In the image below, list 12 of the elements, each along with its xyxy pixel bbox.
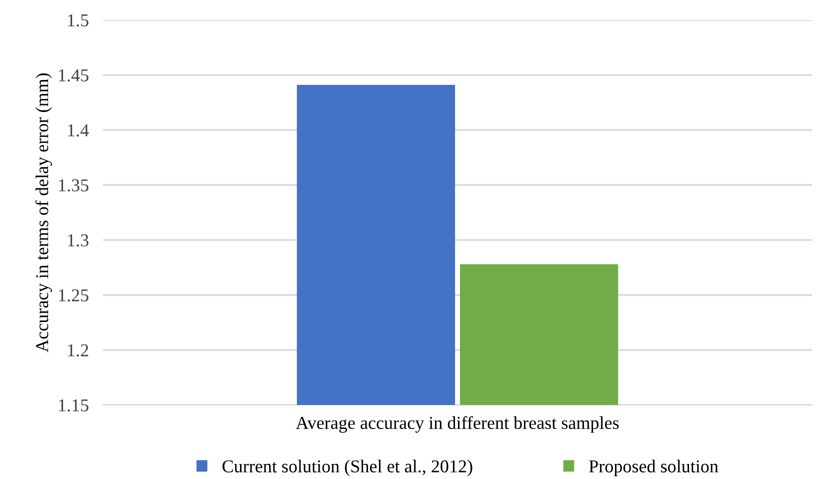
y-tick-label: 1.4	[68, 124, 89, 137]
y-tick-label: 1.5	[68, 14, 88, 27]
legend-label: Proposed solution	[589, 460, 718, 476]
y-axis-title: Accuracy in terms of delay error (mm)	[35, 73, 52, 352]
y-tick-label: 1.45	[59, 69, 88, 82]
y-tick-label: 1.3	[68, 234, 88, 247]
y-tick-label: 1.15	[59, 399, 88, 412]
y-tick-label: 1.35	[59, 179, 88, 192]
x-tick-label: Average accuracy in different breast samples	[296, 416, 619, 433]
y-tick-label: 1.2	[68, 344, 88, 357]
legend-label: Current solution (Shel et al., 2012)	[222, 460, 472, 476]
y-tick-label: 1.25	[59, 289, 88, 302]
